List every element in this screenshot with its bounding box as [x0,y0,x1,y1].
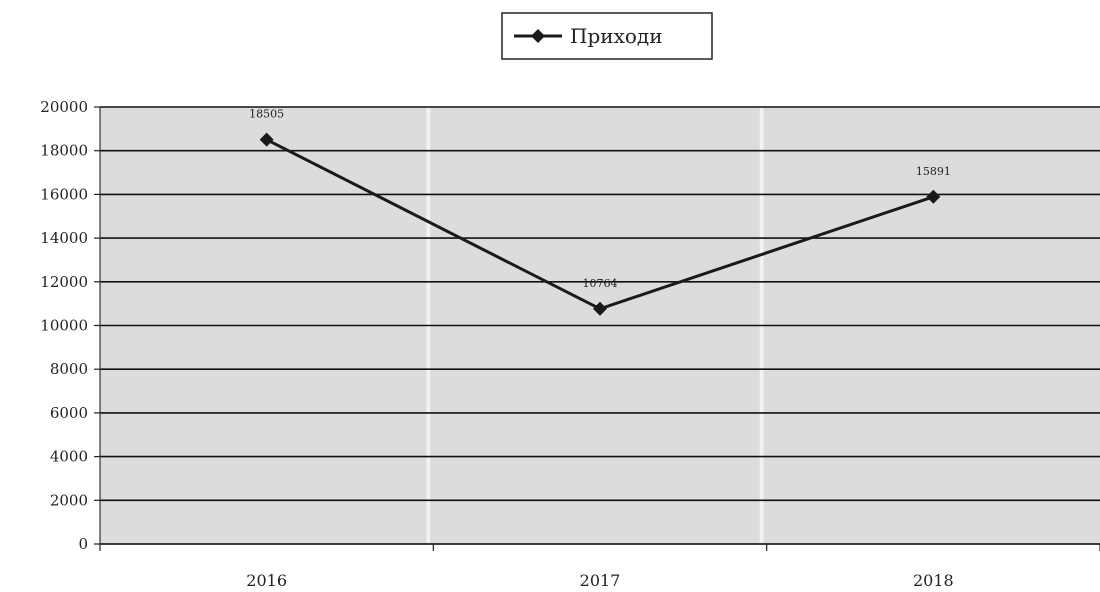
x-axis: 2016 2017 2018 [99,543,1100,590]
x-tick-label: 2017 [580,571,621,590]
y-axis: 0 2000 4000 6000 8000 10000 12000 14000 16000 180… [40,98,101,553]
legend-label: Приходи [570,24,663,48]
x-tick-label: 2016 [246,571,287,590]
y-tick-label: 14000 [40,229,88,247]
data-label: 10764 [583,277,618,290]
y-tick-label: 0 [78,535,88,553]
y-tick-label: 12000 [40,273,88,291]
x-tick-label: 2018 [913,571,954,590]
data-point-marker [593,301,607,316]
series-prihodi: 18505 10764 15891 [249,108,951,316]
y-tick-label: 8000 [50,360,88,378]
legend-diamond-icon [531,29,545,43]
y-tick-label: 20000 [40,98,88,116]
y-tick-label: 4000 [50,448,88,466]
data-label: 15891 [916,165,951,178]
data-label: 18505 [249,108,284,121]
y-tick-label: 18000 [40,142,88,160]
y-tick-label: 16000 [40,185,88,203]
data-point-marker [926,189,941,204]
y-tick-label: 6000 [50,404,88,422]
gridlines [100,106,1100,544]
legend: Приходи [501,12,713,60]
y-tick-label: 10000 [40,317,88,335]
y-tick-label: 2000 [50,491,88,509]
data-point-marker [259,132,274,147]
